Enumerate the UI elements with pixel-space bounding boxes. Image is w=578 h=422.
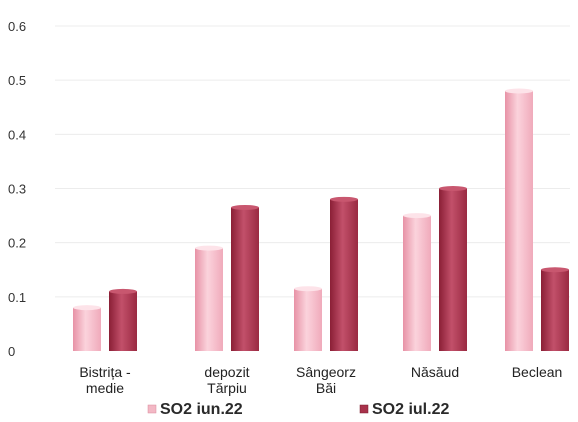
bar-iun-2 (294, 288, 322, 351)
x-category-label: Bistrița - (79, 364, 131, 380)
bar-top-cap (195, 245, 223, 251)
bar-top-cap (505, 88, 533, 94)
legend-label: SO2 iul.22 (372, 401, 449, 418)
bar-iul-2 (330, 199, 358, 351)
bar-iul-4 (541, 269, 569, 351)
bar-iul-3 (439, 188, 467, 351)
bar-group (439, 186, 467, 351)
x-category-label: Năsăud (411, 364, 459, 380)
y-tick-label: 0 (8, 344, 15, 359)
bar-top-cap (231, 204, 259, 210)
bar-iul-0 (109, 291, 137, 351)
bar-iun-0 (73, 307, 101, 351)
bar-group (195, 245, 223, 351)
legend-swatch (359, 404, 369, 414)
bar-top-cap (403, 213, 431, 219)
y-tick-label: 0.3 (8, 182, 26, 197)
y-tick-label: 0.2 (8, 236, 26, 251)
x-category-label: Beclean (512, 364, 563, 380)
bar-group (541, 267, 569, 351)
legend-label: SO2 iun.22 (160, 401, 243, 418)
x-category-label: Tărpiu (207, 380, 247, 396)
bar-top-cap (73, 305, 101, 311)
gridlines (55, 25, 570, 298)
bar-top-cap (109, 288, 137, 294)
x-category-label: Băi (316, 380, 336, 396)
x-category-label: depozit (204, 364, 249, 380)
bar-top-cap (439, 186, 467, 191)
bar-iun-1 (195, 248, 223, 351)
bar-group (231, 204, 259, 351)
bar-group (294, 286, 322, 351)
y-tick-label: 0.4 (8, 127, 26, 142)
legend-swatch (147, 404, 157, 414)
y-axis-ticks: 0 0.1 0.2 0.3 0.4 0.5 0.6 (8, 19, 26, 359)
bar-group (505, 88, 533, 351)
y-tick-label: 0.5 (8, 73, 26, 88)
x-category-label: Sângeorz (296, 364, 356, 380)
x-category-label: medie (86, 380, 124, 396)
bar-iun-4 (505, 91, 533, 351)
bar-iul-1 (231, 207, 259, 351)
bar-group (73, 305, 101, 351)
bar-top-cap (330, 196, 358, 202)
legend: SO2 iun.22 SO2 iul.22 (147, 401, 449, 418)
bar-group (330, 196, 358, 351)
bar-group (403, 213, 431, 351)
bar-top-cap (294, 286, 322, 292)
bar-iun-3 (403, 215, 431, 351)
bar-top-cap (541, 267, 569, 273)
y-tick-label: 0.1 (8, 290, 26, 305)
y-tick-label: 0.6 (8, 19, 26, 34)
bar-group (109, 288, 137, 351)
bars (73, 88, 569, 351)
